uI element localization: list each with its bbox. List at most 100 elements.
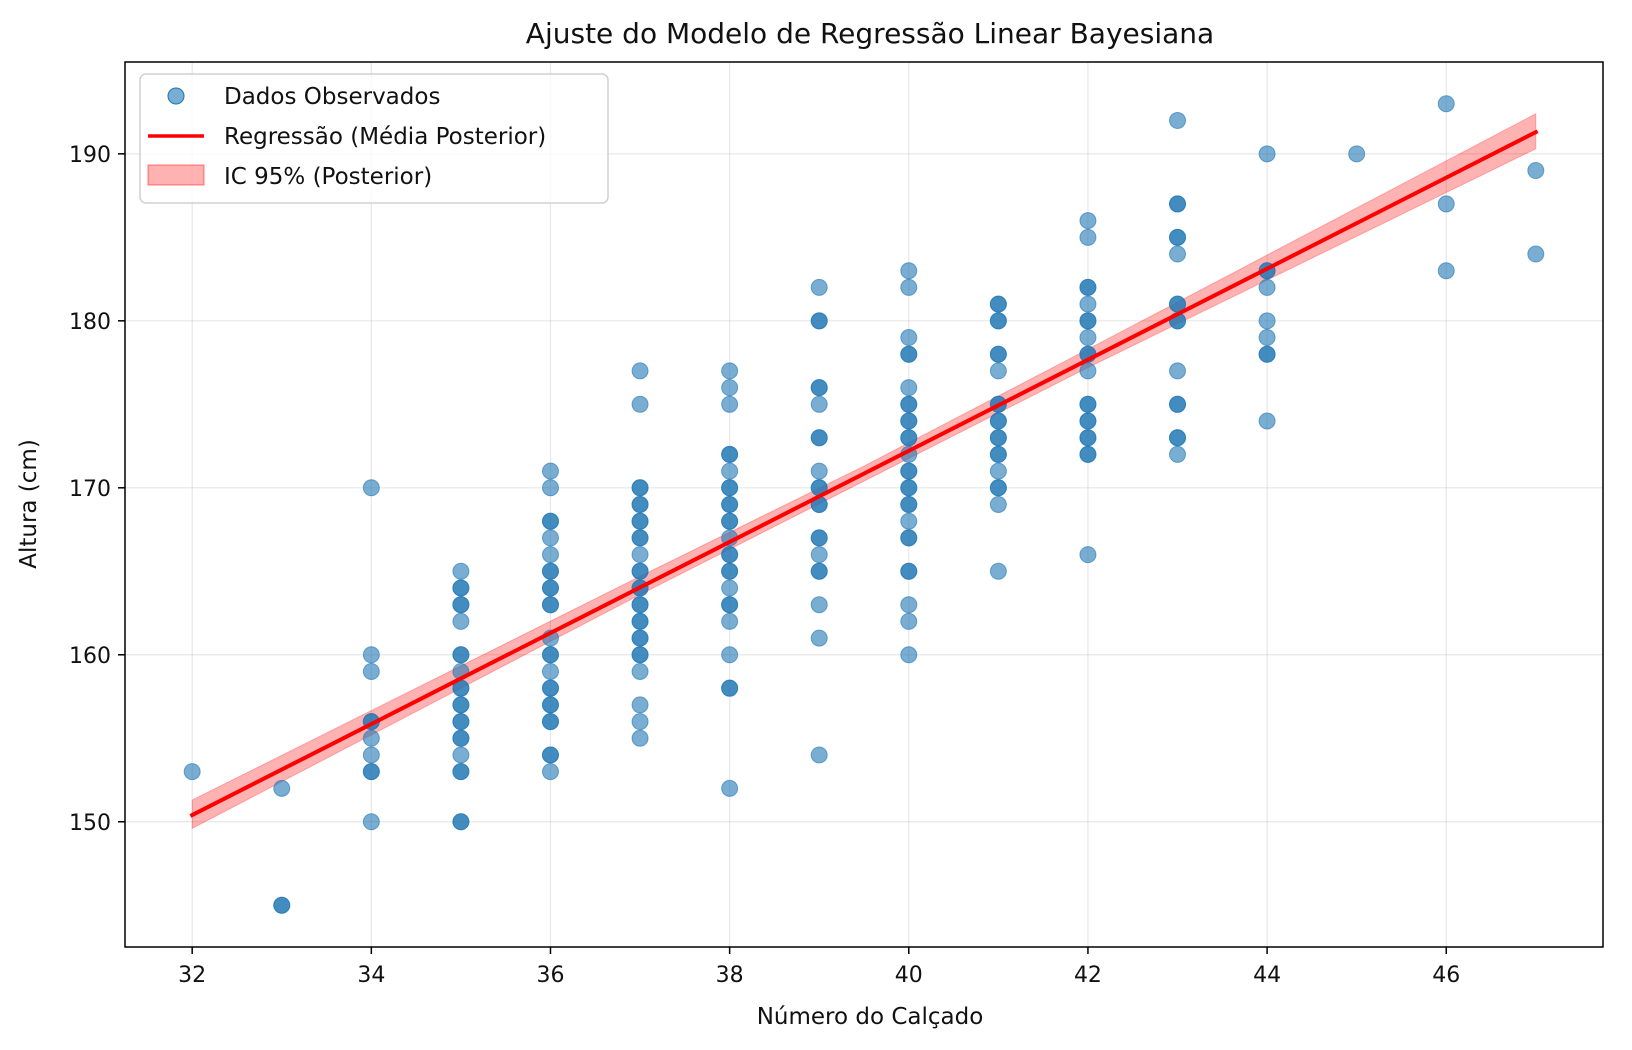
scatter-point [362,729,380,747]
scatter-point [900,429,918,447]
scatter-point [810,278,828,296]
x-tick-label: 36 [536,963,564,988]
plot-frame [124,61,1604,948]
scatter-point [541,646,559,664]
scatter-point [631,713,649,731]
scatter-point [810,379,828,397]
scatter-point [989,312,1007,330]
scatter-point [631,496,649,513]
scatter-point [1258,329,1276,347]
y-tick-label: 170 [69,477,111,502]
scatter-point [631,729,649,747]
scatter-point [452,763,470,781]
legend-label-regressao: Regressão (Média Posterior) [224,124,546,150]
scatter-point [721,679,739,697]
scatter-point [631,662,649,680]
legend-label-dados-observados: Dados Observados [224,84,440,110]
scatter-point [989,362,1007,380]
scatter-point [900,329,918,347]
scatter-point [810,596,828,614]
scatter-point [631,529,649,547]
scatter-point [1079,429,1097,447]
scatter-point [810,746,828,764]
scatter-point [721,479,739,497]
scatter-point [810,312,828,330]
scatter-point [362,662,380,680]
y-axis-label: Altura (cm) [16,439,42,569]
scatter-point [989,479,1007,497]
scatter-point [900,395,918,413]
scatter-point [362,746,380,764]
scatter-point [1169,445,1187,463]
regression-line [189,129,1539,818]
scatter-point [810,462,828,480]
scatter-point [541,713,559,731]
scatter-point [452,713,470,731]
y-tick-label: 190 [69,143,111,168]
scatter-point [989,462,1007,480]
scatter-point [900,262,918,280]
scatter-point [1169,111,1187,129]
y-tick-label: 160 [69,644,111,669]
scatter-point [900,462,918,480]
line-layer [189,129,1539,818]
scatter-point [452,646,470,664]
scatter-point [1169,228,1187,246]
scatter-point [1079,546,1097,564]
scatter-point [721,445,739,463]
scatter-point [541,529,559,547]
scatter-point [631,479,649,497]
scatter-point [1079,395,1097,413]
scatter-point [721,379,739,397]
scatter-point [900,529,918,547]
scatter-point [1079,295,1097,313]
y-tick-label: 150 [69,811,111,836]
scatter-point [541,696,559,714]
scatter-point [541,763,559,781]
x-tick-label: 46 [1432,963,1460,988]
scatter-point [541,679,559,697]
scatter-point [1079,312,1097,330]
scatter-point [810,562,828,580]
scatter-point [810,395,828,413]
scatter-point [989,295,1007,313]
scatter-point [1258,412,1276,430]
scatter-point [541,479,559,497]
scatter-point [721,646,739,664]
scatter-point [1079,329,1097,347]
scatter-point [900,512,918,530]
scatter-point [721,562,739,580]
scatter-point [1258,312,1276,330]
scatter-point [1169,195,1187,213]
scatter-point [1258,278,1276,296]
scatter-point [721,512,739,530]
x-tick-label: 40 [895,963,923,988]
scatter-point [1169,362,1187,380]
scatter-point [900,345,918,363]
scatter-point [1527,162,1545,180]
scatter-point [721,362,739,380]
scatter-point [900,479,918,497]
scatter-point [721,579,739,597]
scatter-point [452,813,470,831]
scatter-point [452,696,470,714]
plot-area [125,62,1603,947]
x-tick-label: 32 [178,963,206,988]
scatter-point [631,612,649,630]
scatter-point [900,646,918,664]
y-axis: 150 160 170 180 190 [69,143,125,836]
legend-marker-dados-observados [167,87,185,105]
scatter-point [452,746,470,764]
legend-band-ic95 [147,164,205,186]
scatter-point [900,278,918,296]
scatter-point [631,512,649,530]
scatter-point [452,596,470,614]
scatter-point [1169,429,1187,447]
scatter-point [631,395,649,413]
scatter-point [1437,95,1455,113]
scatter-point [362,813,380,831]
y-tick-label: 180 [69,310,111,335]
scatter-point [183,763,201,781]
scatter-point [631,629,649,647]
scatter-point [721,496,739,513]
